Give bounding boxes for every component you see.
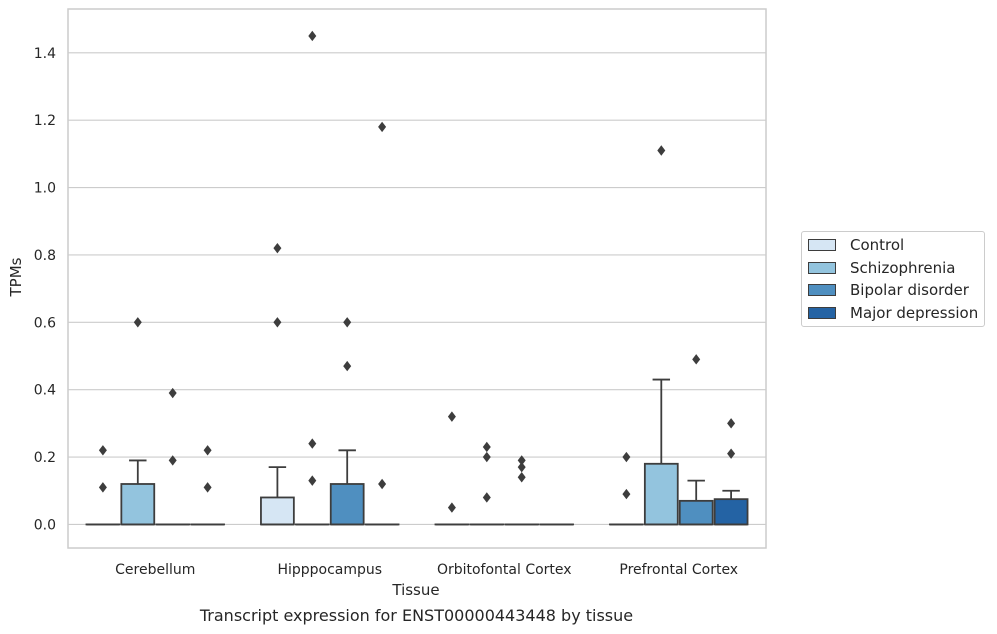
- legend-item: Bipolar disorder: [808, 279, 978, 302]
- legend-label: Schizophrenia: [850, 258, 956, 277]
- gridlines: [68, 52, 766, 526]
- outlier-point: [482, 492, 491, 503]
- box-body: [678, 499, 714, 526]
- box-schizophrenia: [643, 378, 679, 526]
- figure-caption: Transcript expression for ENST0000044344…: [199, 606, 634, 625]
- outlier-point: [517, 455, 526, 466]
- outlier-point: [168, 455, 177, 466]
- box-body: [713, 498, 749, 526]
- outlier-point: [98, 445, 107, 456]
- legend-label: Control: [850, 236, 905, 255]
- y-axis-title: TPMs: [7, 257, 25, 297]
- y-tick-label: 1.2: [34, 113, 56, 129]
- outlier-point: [622, 451, 631, 463]
- outlier-point: [133, 317, 142, 328]
- legend-item: Schizophrenia: [808, 257, 978, 280]
- outlier-point: [343, 360, 352, 372]
- outlier-point: [203, 482, 212, 493]
- outlier-point: [308, 30, 317, 42]
- outlier-point: [692, 354, 701, 365]
- boxes: [85, 378, 749, 526]
- outlier-point: [308, 475, 317, 486]
- outlier-point: [273, 317, 282, 328]
- box-major-depression: [713, 489, 749, 526]
- y-tick-label: 0.4: [34, 383, 56, 399]
- y-tick-label: 0.8: [34, 248, 56, 264]
- outlier-point: [378, 478, 387, 490]
- legend-swatch: [808, 306, 836, 319]
- outlier-point: [168, 387, 177, 399]
- box-control: [260, 466, 295, 526]
- y-tick-label: 0.6: [34, 315, 56, 331]
- outlier-point: [482, 451, 491, 463]
- legend-label: Bipolar disorder: [850, 281, 969, 300]
- outlier-point: [727, 418, 736, 429]
- legend-swatch: [808, 261, 836, 274]
- y-tick-labels: 0.0 0.2 0.4 0.6 0.8 1.0 1.2 1.4: [34, 46, 56, 534]
- legend-item: Control: [808, 234, 978, 257]
- x-tick-label: Cerebellum: [115, 562, 195, 578]
- box-bipolar-disorder: [678, 479, 714, 526]
- plot-area: [67, 8, 767, 549]
- legend-swatch: [808, 239, 836, 252]
- outlier-point: [517, 461, 526, 473]
- y-tick-label: 0.2: [34, 450, 56, 466]
- y-tick-label: 1.0: [34, 181, 56, 197]
- outlier-point: [378, 121, 387, 133]
- outliers: [98, 30, 736, 513]
- outlier-point: [447, 411, 456, 422]
- outlier-point: [308, 438, 317, 449]
- x-axis-title: Tissue: [391, 581, 439, 599]
- box-body: [120, 483, 156, 526]
- legend-item: Major depression: [808, 302, 978, 325]
- outlier-point: [343, 317, 352, 328]
- outlier-point: [273, 242, 282, 254]
- x-tick-label: Orbitofontal Cortex: [437, 562, 572, 578]
- outlier-point: [203, 445, 212, 456]
- box-bipolar-disorder: [329, 449, 365, 526]
- box-body: [643, 462, 679, 526]
- outlier-point: [657, 145, 666, 156]
- outlier-point: [622, 488, 631, 500]
- outlier-point: [482, 441, 491, 453]
- box-body: [329, 483, 365, 526]
- outlier-point: [727, 448, 736, 459]
- x-tick-label: Hipppocampus: [277, 562, 382, 578]
- outlier-point: [98, 482, 107, 493]
- box-body: [260, 496, 295, 526]
- legend-swatch: [808, 284, 836, 297]
- outlier-point: [517, 472, 526, 483]
- x-tick-label: Prefrontal Cortex: [619, 562, 738, 578]
- legend-label: Major depression: [850, 303, 979, 322]
- legend: Control Schizophrenia Bipolar disorder Majo…: [801, 231, 986, 327]
- y-tick-label: 0.0: [34, 517, 56, 533]
- box-schizophrenia: [120, 459, 156, 526]
- outlier-point: [447, 502, 456, 513]
- y-tick-label: 1.4: [34, 46, 56, 62]
- x-tick-labels: Cerebellum Hipppocampus Orbitofontal Corte…: [115, 562, 738, 578]
